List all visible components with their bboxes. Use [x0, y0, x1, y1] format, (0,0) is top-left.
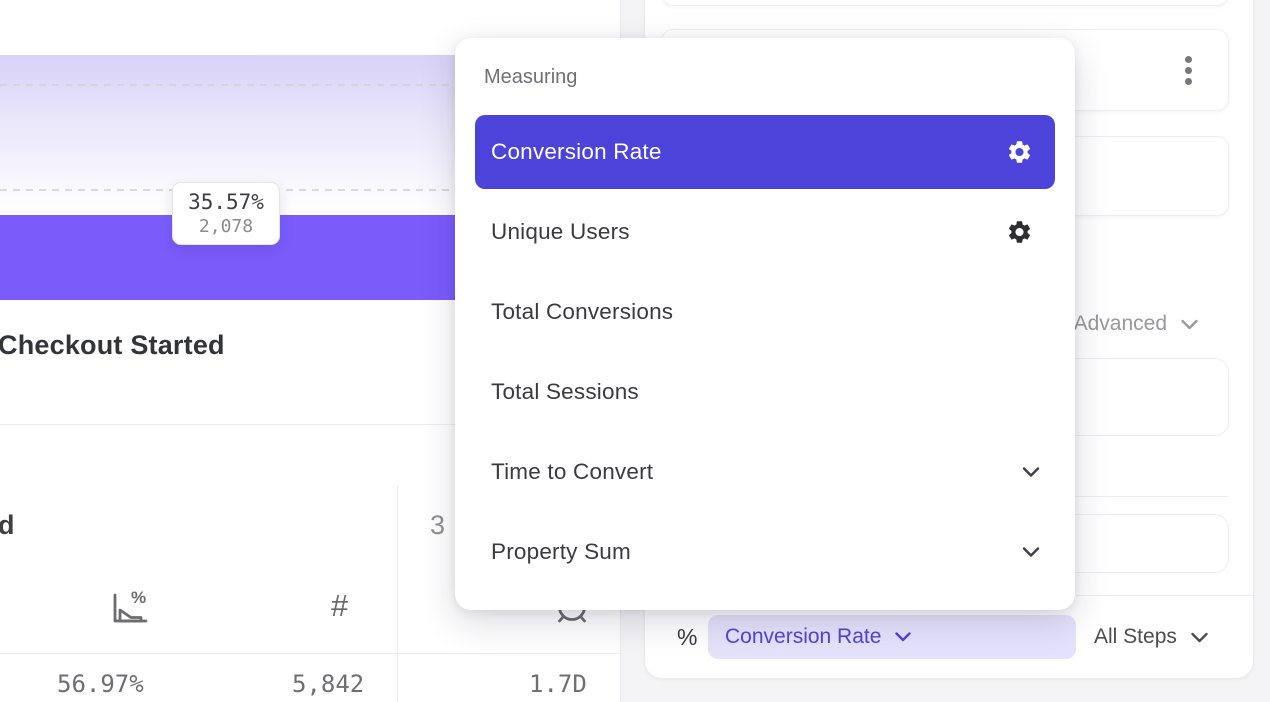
measuring-metric-pill[interactable]: Conversion Rate [708, 615, 1076, 659]
menu-item-total-sessions[interactable]: Total Sessions [491, 379, 639, 404]
chevron-down-icon [1191, 632, 1208, 642]
chart-gridline [0, 84, 620, 86]
value-tooltip: 35.57% 2,078 [172, 182, 280, 245]
more-options-button[interactable] [1176, 55, 1200, 85]
chevron-down-icon [1022, 467, 1040, 477]
metric-pill-label: Conversion Rate [725, 625, 882, 648]
conversion-rate-chart-icon: % [113, 588, 148, 623]
count-hash-icon: # [331, 588, 349, 623]
table-step-header-1: d [0, 510, 15, 540]
chevron-down-icon [1181, 319, 1198, 329]
table-value-count: 5,842 [292, 670, 365, 698]
all-steps-dropdown[interactable]: All Steps [1094, 615, 1209, 659]
table-column-divider [397, 485, 398, 702]
measuring-dropdown-menu: Measuring Conversion Rate Unique Users T… [455, 38, 1075, 610]
table-value-time: 1.7D [529, 670, 587, 698]
menu-item-unique-users[interactable]: Unique Users [475, 195, 1055, 269]
gear-icon[interactable] [1006, 219, 1033, 246]
chevron-down-icon [895, 632, 912, 642]
menu-header: Measuring [484, 66, 578, 88]
percent-glyph: % [131, 588, 146, 607]
table-value-conversion: 56.97% [57, 670, 144, 698]
kebab-dot [1184, 77, 1192, 85]
menu-item-property-sum[interactable]: Property Sum [475, 515, 1055, 589]
kebab-dot [1184, 66, 1192, 74]
table-row-divider [0, 653, 620, 654]
tooltip-count: 2,078 [198, 216, 254, 237]
gear-icon[interactable] [1006, 139, 1033, 166]
menu-item-time-to-convert[interactable]: Time to Convert [475, 435, 1055, 509]
divider [0, 424, 620, 425]
metric-selector-row: % Conversion Rate All Steps [645, 615, 1255, 659]
percent-symbol: % [677, 623, 698, 650]
step-title: Checkout Started [0, 330, 225, 360]
chart-gridline [0, 189, 620, 191]
advanced-toggle[interactable]: Advanced [1074, 312, 1199, 336]
menu-item-total-conversions[interactable]: Total Conversions [491, 299, 674, 324]
chevron-down-icon [1022, 547, 1040, 557]
query-step-card-top [661, 0, 1229, 6]
kebab-dot [1184, 55, 1192, 63]
all-steps-label: All Steps [1094, 625, 1177, 648]
table-step-header-2: 3 [430, 510, 446, 540]
tooltip-percent: 35.57% [188, 190, 264, 214]
menu-item-conversion-rate[interactable]: Conversion Rate [475, 115, 1055, 189]
advanced-label: Advanced [1073, 312, 1167, 335]
